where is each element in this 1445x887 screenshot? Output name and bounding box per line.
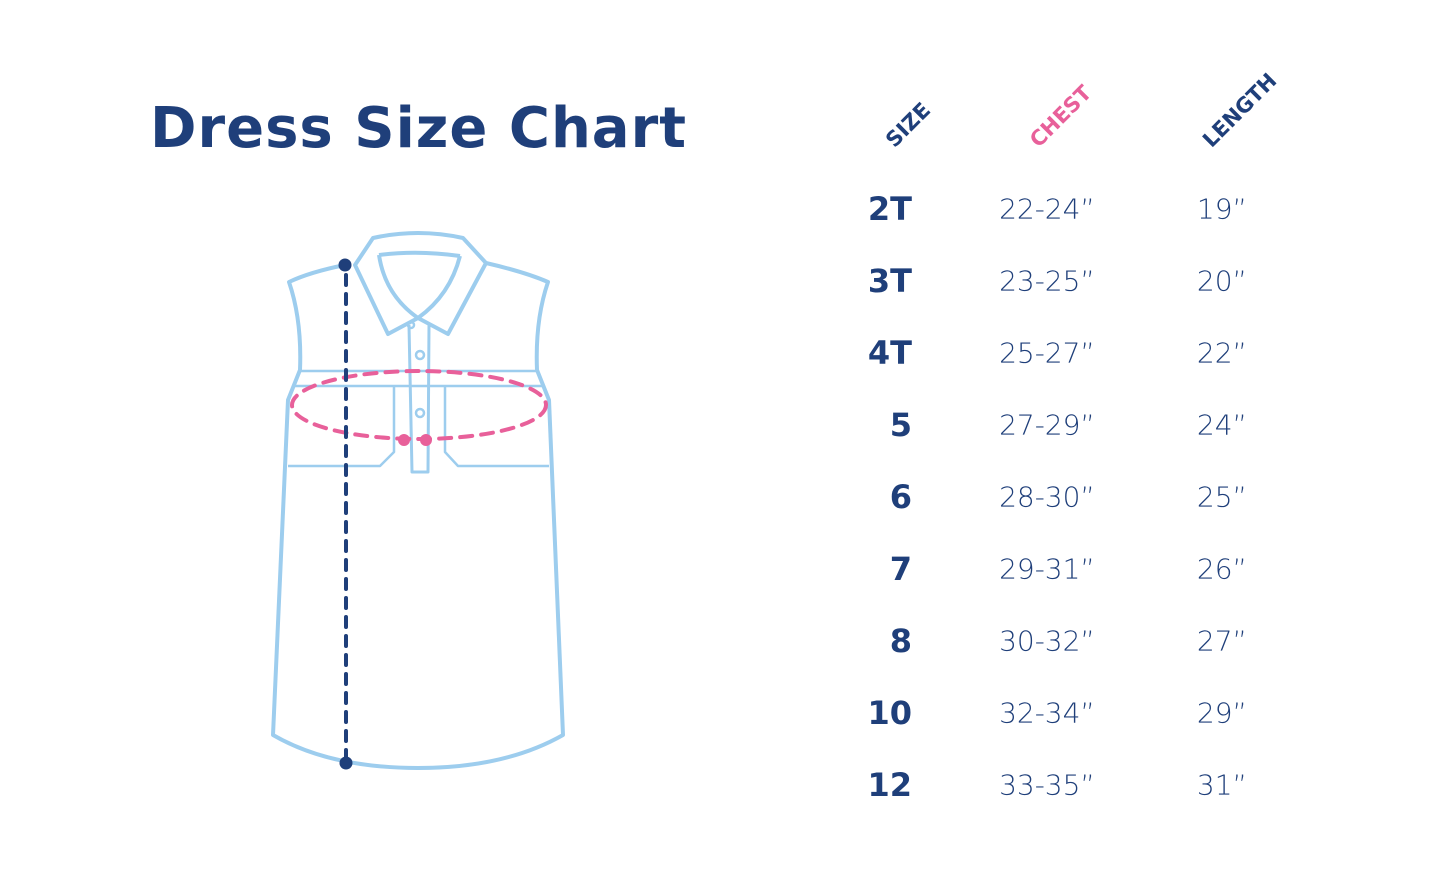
length-marker-top: [338, 258, 352, 272]
table-cell-length: 27”: [1196, 624, 1248, 658]
table-cell-chest: 22-24”: [999, 192, 1095, 226]
table-cell-length: 29”: [1196, 696, 1248, 730]
table-cell-size: 8: [889, 622, 912, 660]
table-cell-length: 20”: [1196, 264, 1248, 298]
table-cell-size: 7: [889, 550, 912, 588]
table-cell-chest: 25-27”: [999, 336, 1095, 370]
table-cell-chest: 32-34”: [999, 696, 1095, 730]
table-cell-size: 6: [889, 478, 912, 516]
table-cell-length: 31”: [1196, 768, 1248, 802]
table-cell-size: 12: [867, 766, 912, 804]
table-cell-chest: 23-25”: [999, 264, 1095, 298]
page-title: Dress Size Chart: [150, 96, 687, 161]
length-marker-bottom: [339, 756, 353, 770]
table-cell-length: 22”: [1196, 336, 1248, 370]
table-cell-length: 24”: [1196, 408, 1248, 442]
table-cell-size: 10: [867, 694, 912, 732]
table-cell-length: 26”: [1196, 552, 1248, 586]
table-cell-size: 2T: [867, 190, 912, 228]
chest-marker: [398, 434, 410, 446]
table-cell-chest: 28-30”: [999, 480, 1095, 514]
table-cell-size: 4T: [867, 334, 912, 372]
table-cell-chest: 29-31”: [999, 552, 1095, 586]
table-cell-chest: 30-32”: [999, 624, 1095, 658]
table-cell-chest: 27-29”: [999, 408, 1095, 442]
chest-marker: [420, 434, 432, 446]
sleeveless-collared-dress-icon: [271, 231, 565, 770]
table-cell-size: 3T: [867, 262, 912, 300]
table-cell-chest: 33-35”: [999, 768, 1095, 802]
table-cell-length: 25”: [1196, 480, 1248, 514]
chest-measure-line: [290, 369, 548, 441]
table-cell-length: 19”: [1196, 192, 1248, 226]
table-cell-size: 5: [889, 406, 912, 444]
